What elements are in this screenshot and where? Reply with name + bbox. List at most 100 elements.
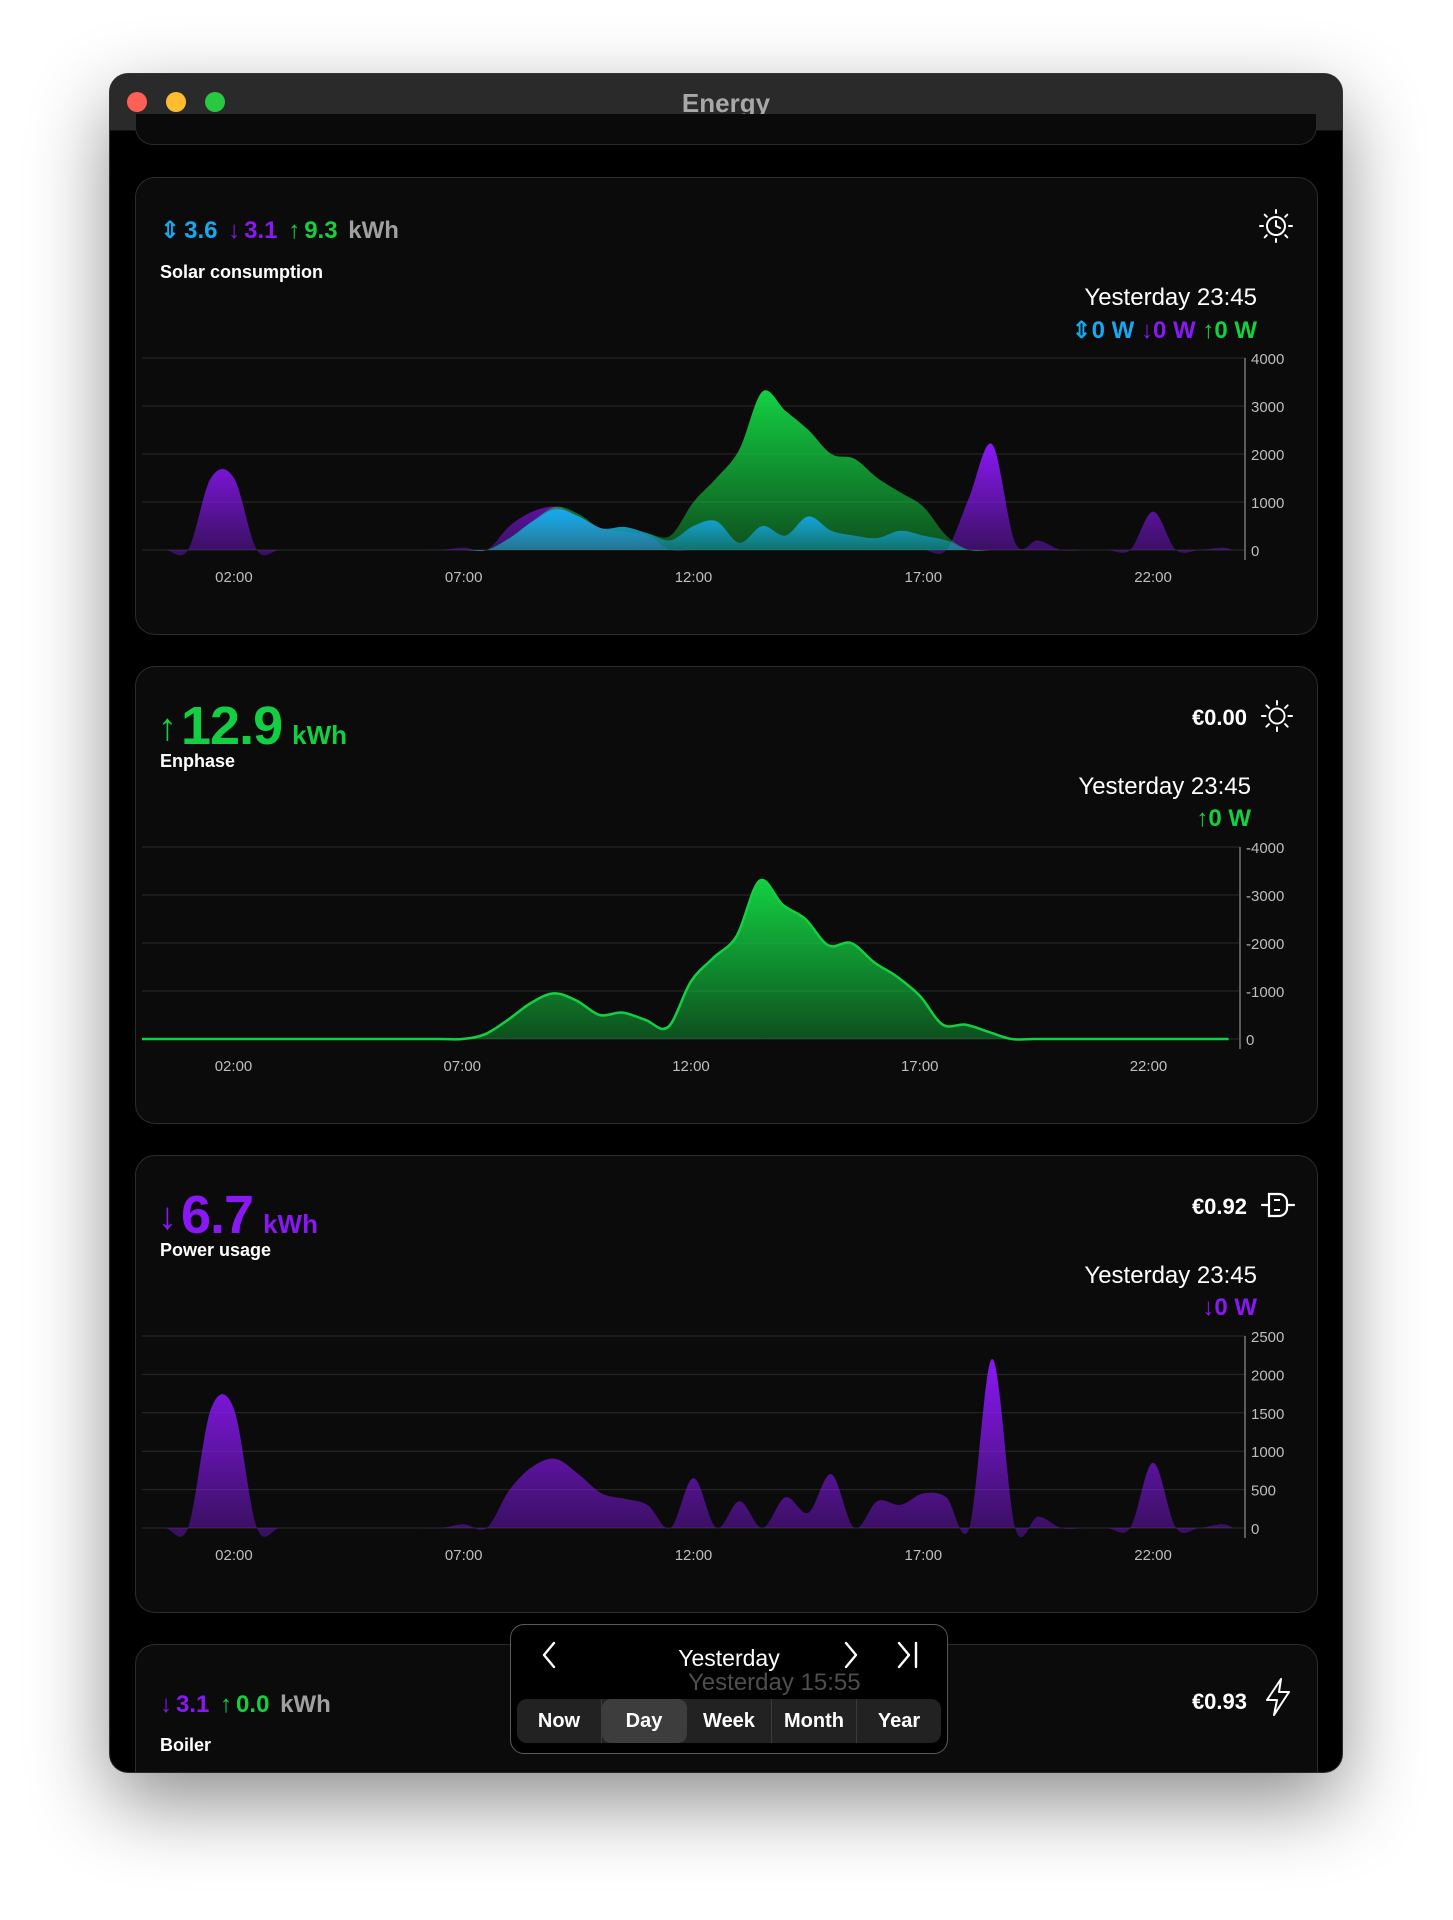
- enphase-label: Enphase: [160, 751, 236, 771]
- enphase-series-line: [142, 878, 1229, 1041]
- enphase-chart[interactable]: -4000 -3000 -2000 -1000 0 02:00 07:00 12:00 17:0…: [136, 827, 1317, 1117]
- period-title: Yesterday: [678, 1645, 780, 1671]
- period-tabs: Now Day Week Month Year: [517, 1699, 941, 1743]
- enphase-card[interactable]: ↑12.9 kWh Enphase €0.00 Yesterday 23:45 ↑…: [135, 666, 1318, 1124]
- power-unit: kWh: [263, 1209, 318, 1239]
- lightning-icon[interactable]: [1263, 1677, 1293, 1717]
- tab-week[interactable]: Week: [687, 1699, 772, 1743]
- power-x-tick: 12:00: [675, 1547, 713, 1564]
- power-x-tick: 22:00: [1134, 1547, 1172, 1564]
- solar-series-area: [142, 443, 1234, 556]
- tab-month[interactable]: Month: [772, 1699, 857, 1743]
- minimize-window-button[interactable]: [166, 92, 186, 112]
- chevron-right-icon: [844, 1641, 858, 1669]
- solar-series-area: [142, 509, 1234, 551]
- power-y-tick: 500: [1251, 1483, 1276, 1500]
- boiler-stat-green: 0.0: [236, 1691, 270, 1718]
- close-window-button[interactable]: [127, 92, 147, 112]
- boiler-stat-purple: 3.1: [176, 1691, 210, 1718]
- power-y-tick: 2000: [1251, 1367, 1284, 1384]
- solar-summary: ⇕ 3.6 ↓ 3.1 ↑ 9.3 kWh: [160, 216, 403, 245]
- solar-y-tick: 2000: [1251, 447, 1284, 464]
- power-y-tick: 0: [1251, 1521, 1259, 1538]
- sun-icon[interactable]: [1260, 699, 1294, 733]
- period-picker: Yesterday Now Day Week Month Year: [510, 1624, 948, 1754]
- solar-x-tick: 12:00: [675, 569, 713, 586]
- power-y-tick: 1500: [1251, 1406, 1284, 1423]
- enphase-summary: ↑12.9 kWh: [158, 695, 347, 757]
- enphase-y-tick: -3000: [1246, 888, 1284, 905]
- enphase-y-tick: -2000: [1246, 936, 1284, 953]
- boiler-cost: €0.93: [1191, 1689, 1247, 1714]
- solar-stat-unit: kWh: [348, 217, 399, 244]
- solar-y-tick: 0: [1251, 543, 1259, 560]
- power-cost: €0.92: [1191, 1194, 1247, 1219]
- solar-hover-blue: 0 W: [1091, 317, 1135, 344]
- solar-y-tick: 3000: [1251, 399, 1284, 416]
- energy-window: Energy ⇕ 3.6 ↓ 3.1 ↑ 9.3 kWh Solar consumpt…: [110, 74, 1342, 1772]
- plug-icon[interactable]: [1260, 1190, 1296, 1220]
- sun-clock-icon[interactable]: [1258, 208, 1294, 244]
- enphase-cost: €0.00: [1191, 705, 1247, 730]
- solar-hover-purple: 0 W: [1152, 317, 1196, 344]
- arrow-down-icon: ↓: [228, 217, 241, 244]
- solar-x-tick: 02:00: [215, 569, 253, 586]
- arrow-up-icon: ↑: [1196, 805, 1209, 832]
- chevron-left-icon: [542, 1641, 556, 1669]
- previous-period-button[interactable]: [539, 1639, 559, 1679]
- solar-y-tick: 1000: [1251, 495, 1284, 512]
- tab-year[interactable]: Year: [877, 1710, 921, 1732]
- power-summary: ↓6.7 kWh: [158, 1184, 318, 1246]
- tab-day[interactable]: Day: [602, 1699, 687, 1743]
- power-hover-values: ↓0 W: [1202, 1294, 1257, 1322]
- solar-consumption-card[interactable]: ⇕ 3.6 ↓ 3.1 ↑ 9.3 kWh Solar consumption Yes…: [135, 177, 1318, 635]
- enphase-hover-values: ↑0 W: [1196, 805, 1251, 833]
- power-x-tick: 17:00: [905, 1547, 943, 1564]
- power-usage-card[interactable]: ↓6.7 kWh Power usage €0.92 Yesterday 23:4…: [135, 1155, 1318, 1613]
- solar-chart[interactable]: 4000 3000 2000 1000 0 02:00 07:00 12:00 17:00 22:…: [136, 338, 1317, 628]
- solar-stat-green: 9.3: [304, 217, 338, 244]
- solar-series-area: [142, 390, 1234, 552]
- arrow-down-icon: ↓: [1140, 317, 1153, 344]
- solar-hover-green: 0 W: [1214, 317, 1257, 344]
- power-hover-purple: 0 W: [1214, 1294, 1257, 1321]
- power-value: 6.7: [181, 1185, 254, 1245]
- enphase-y-tick: 0: [1246, 1032, 1254, 1049]
- power-hover-time: Yesterday 23:45: [1084, 1262, 1257, 1289]
- enphase-y-tick: -1000: [1246, 984, 1284, 1001]
- boiler-label: Boiler: [160, 1735, 212, 1755]
- updown-arrow-icon: ⇕: [1071, 317, 1092, 344]
- enphase-x-tick: 02:00: [215, 1058, 253, 1075]
- solar-hover-time: Yesterday 23:45: [1084, 284, 1257, 311]
- power-y-tick: 2500: [1251, 1329, 1284, 1346]
- window-title: Energy: [681, 88, 771, 118]
- tab-now[interactable]: Now: [517, 1699, 602, 1743]
- arrow-up-icon: ↑: [288, 217, 301, 244]
- boiler-summary: ↓ 3.1 ↑ 0.0 kWh: [160, 1691, 335, 1719]
- solar-label: Solar consumption: [160, 262, 324, 282]
- power-x-tick: 02:00: [215, 1547, 253, 1564]
- solar-x-tick: 22:00: [1134, 569, 1172, 586]
- jump-to-latest-button[interactable]: [895, 1639, 921, 1679]
- next-period-button[interactable]: [841, 1639, 861, 1679]
- enphase-hover-green: 0 W: [1208, 805, 1251, 832]
- solar-y-tick: 4000: [1251, 351, 1284, 368]
- previous-card-edge: [135, 114, 1317, 145]
- arrow-down-icon: ↓: [160, 1691, 172, 1718]
- enphase-x-tick: 12:00: [672, 1058, 710, 1075]
- arrow-down-icon: ↓: [158, 1196, 177, 1238]
- arrow-up-icon: ↑: [158, 707, 177, 749]
- enphase-unit: kWh: [292, 720, 347, 750]
- arrow-up-icon: ↑: [1202, 317, 1215, 344]
- enphase-y-tick: -4000: [1246, 840, 1284, 857]
- enphase-hover-time: Yesterday 23:45: [1078, 773, 1251, 800]
- power-chart[interactable]: 2500 2000 1500 1000 500 0 02:00 07:00 12:00 17:00…: [136, 1316, 1317, 1606]
- zoom-window-button[interactable]: [205, 92, 225, 112]
- power-series-area: [142, 1359, 1234, 1538]
- last-updated-label: Yesterday 15:55: [688, 1669, 861, 1696]
- enphase-value: 12.9: [181, 696, 283, 756]
- solar-x-tick: 07:00: [445, 569, 483, 586]
- solar-x-tick: 17:00: [905, 569, 943, 586]
- updown-arrow-icon: ⇕: [160, 217, 181, 244]
- arrow-down-icon: ↓: [1202, 1294, 1215, 1321]
